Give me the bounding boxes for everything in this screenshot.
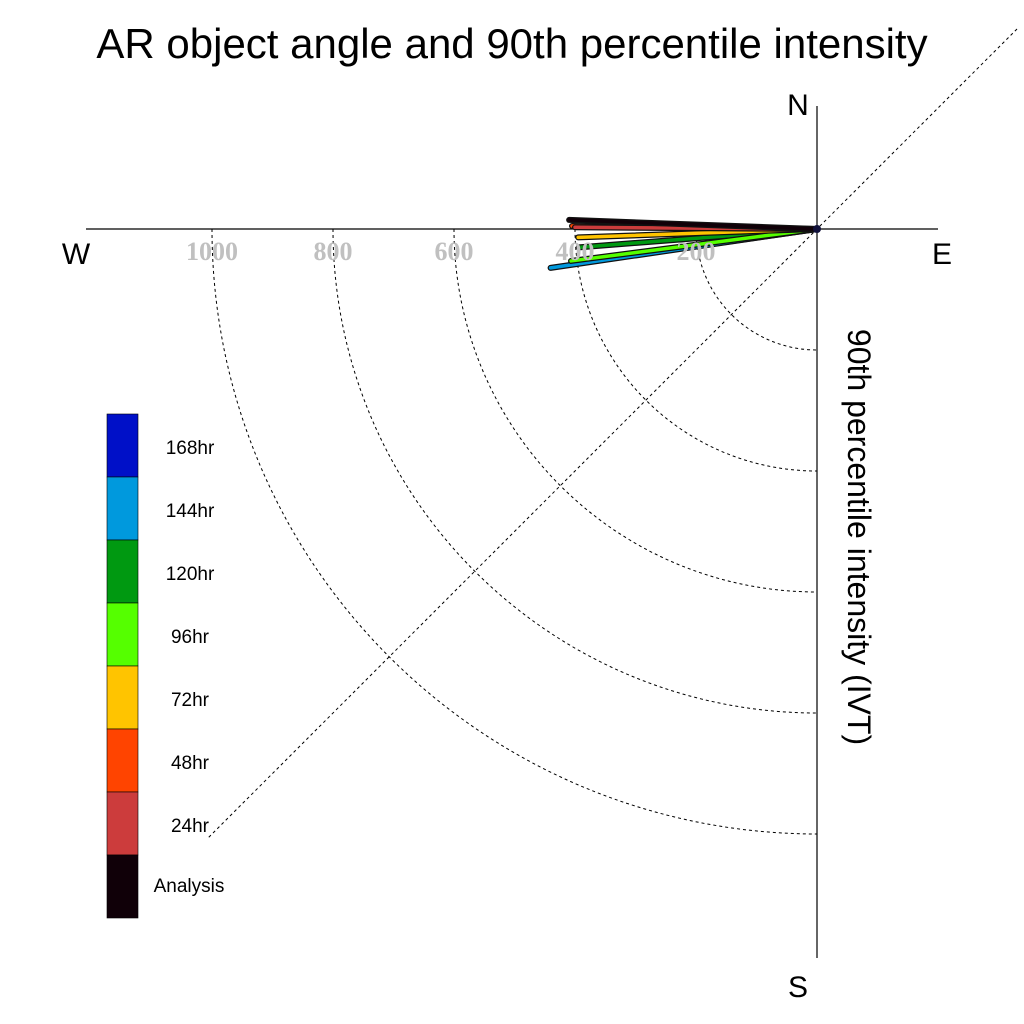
radial-tick-400: 400 <box>556 237 595 266</box>
radial-tick-labels: 200 400 600 800 1000 <box>186 237 716 266</box>
y-axis-label: 90th percentile intensity (IVT) <box>841 329 877 745</box>
grid-ring-1000 <box>211 228 818 835</box>
compass-south: S <box>788 971 808 1004</box>
compass-west: W <box>62 238 91 271</box>
vectors <box>547 216 821 271</box>
legend-label-168hr: 168hr <box>166 438 215 459</box>
legend-swatch-72hr <box>106 665 139 730</box>
grid-diagonal-line <box>206 28 1018 840</box>
legend-label-72hr: 72hr <box>171 690 210 711</box>
legend: 168hr 144hr 120hr 96hr 72hr 48hr 24hr Analysis <box>106 413 225 919</box>
legend-label-48hr: 48hr <box>171 753 210 774</box>
compass-east: E <box>932 238 952 271</box>
legend-swatch-120hr <box>106 539 139 604</box>
legend-label-144hr: 144hr <box>166 501 215 522</box>
grid-ring-600 <box>453 228 818 593</box>
grid <box>206 28 1018 840</box>
grid-ring-800 <box>332 228 818 714</box>
axes <box>86 106 938 958</box>
origin-marker <box>813 225 821 233</box>
compass-north: N <box>787 89 809 122</box>
legend-swatch-24hr <box>106 791 139 856</box>
grid-ring-200 <box>695 228 818 351</box>
radial-tick-1000: 1000 <box>186 237 238 266</box>
legend-label-analysis: Analysis <box>154 876 225 897</box>
legend-swatch-144hr <box>106 476 139 541</box>
chart-title: AR object angle and 90th percentile inte… <box>96 20 927 67</box>
legend-swatch-168hr <box>106 413 139 478</box>
legend-swatch-96hr <box>106 602 139 667</box>
radial-tick-600: 600 <box>435 237 474 266</box>
vector-96hr <box>569 227 819 263</box>
legend-label-120hr: 120hr <box>166 564 215 585</box>
radial-tick-800: 800 <box>314 237 353 266</box>
legend-swatch-48hr <box>106 728 139 793</box>
legend-label-96hr: 96hr <box>171 627 210 648</box>
radial-tick-200: 200 <box>677 237 716 266</box>
vector-analysis <box>567 218 819 231</box>
legend-label-24hr: 24hr <box>171 816 210 837</box>
legend-swatch-analysis <box>106 854 139 919</box>
grid-ring-400 <box>574 228 818 472</box>
